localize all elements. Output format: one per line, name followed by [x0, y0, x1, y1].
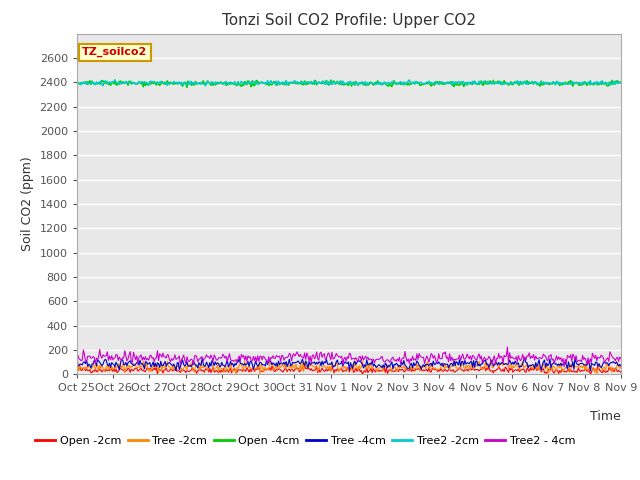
Tree2 - 4cm [367, 356, 375, 362]
Open -4cm [73, 79, 81, 84]
Tree2 -2cm [606, 82, 614, 88]
Tree2 - 4cm [606, 349, 614, 355]
Line: Tree -2cm: Tree -2cm [77, 360, 621, 374]
Tree -4cm [336, 361, 344, 367]
Tree2 -2cm [399, 82, 406, 87]
Open -4cm [333, 79, 341, 84]
Tree -4cm [369, 358, 376, 364]
Open -4cm [337, 81, 344, 87]
Tree -4cm [586, 368, 594, 374]
Open -2cm [358, 372, 366, 377]
Open -2cm [336, 367, 344, 373]
Open -4cm [369, 82, 377, 88]
Open -2cm [606, 366, 614, 372]
Tree -4cm [520, 357, 527, 363]
Tree -4cm [398, 360, 406, 365]
Tree2 -2cm [337, 78, 344, 84]
Tree -2cm [606, 364, 614, 370]
Open -2cm [332, 368, 340, 374]
Open -2cm [617, 369, 625, 375]
Y-axis label: Soil CO2 (ppm): Soil CO2 (ppm) [21, 156, 34, 252]
Text: TZ_soilco2: TZ_soilco2 [82, 47, 147, 58]
Open -2cm [73, 367, 81, 372]
Tree2 - 4cm [560, 364, 568, 370]
Tree2 - 4cm [504, 344, 511, 350]
Tree2 -2cm [111, 77, 119, 83]
Tree -4cm [73, 360, 81, 365]
Tree2 -2cm [617, 80, 625, 85]
Tree -4cm [617, 363, 625, 369]
Tree2 -2cm [369, 81, 377, 87]
Tree -2cm [521, 363, 529, 369]
Open -2cm [301, 361, 308, 367]
Tree -2cm [336, 367, 344, 373]
Open -2cm [369, 366, 377, 372]
Open -4cm [399, 81, 406, 86]
Line: Tree2 - 4cm: Tree2 - 4cm [77, 347, 621, 367]
Tree2 -2cm [521, 78, 529, 84]
Tree -2cm [369, 366, 376, 372]
Tree2 - 4cm [617, 356, 625, 361]
Tree -2cm [487, 357, 495, 363]
Tree2 - 4cm [335, 354, 342, 360]
Tree -4cm [606, 360, 614, 366]
Text: Time: Time [590, 410, 621, 423]
Tree -4cm [198, 355, 206, 360]
Open -4cm [327, 77, 335, 83]
Tree2 - 4cm [332, 354, 339, 360]
Tree -2cm [332, 360, 340, 366]
Tree -4cm [332, 359, 340, 365]
Open -2cm [521, 369, 529, 374]
Line: Tree2 -2cm: Tree2 -2cm [77, 80, 621, 85]
Tree -2cm [73, 362, 81, 368]
Open -4cm [606, 79, 614, 85]
Tree -2cm [232, 372, 240, 377]
Line: Open -4cm: Open -4cm [77, 80, 621, 87]
Title: Tonzi Soil CO2 Profile: Upper CO2: Tonzi Soil CO2 Profile: Upper CO2 [222, 13, 476, 28]
Open -2cm [399, 367, 406, 372]
Open -4cm [617, 80, 625, 85]
Open -4cm [521, 80, 529, 85]
Tree -2cm [398, 365, 406, 371]
Tree2 -2cm [333, 79, 341, 85]
Line: Open -2cm: Open -2cm [77, 364, 621, 374]
Line: Tree -4cm: Tree -4cm [77, 358, 621, 371]
Open -4cm [183, 84, 191, 90]
Tree2 -2cm [202, 83, 209, 88]
Tree2 - 4cm [397, 360, 404, 366]
Tree2 - 4cm [520, 356, 527, 362]
Tree -2cm [617, 363, 625, 369]
Tree2 - 4cm [73, 354, 81, 360]
Legend: Open -2cm, Tree -2cm, Open -4cm, Tree -4cm, Tree2 -2cm, Tree2 - 4cm: Open -2cm, Tree -2cm, Open -4cm, Tree -4… [31, 431, 580, 450]
Tree2 -2cm [73, 81, 81, 86]
